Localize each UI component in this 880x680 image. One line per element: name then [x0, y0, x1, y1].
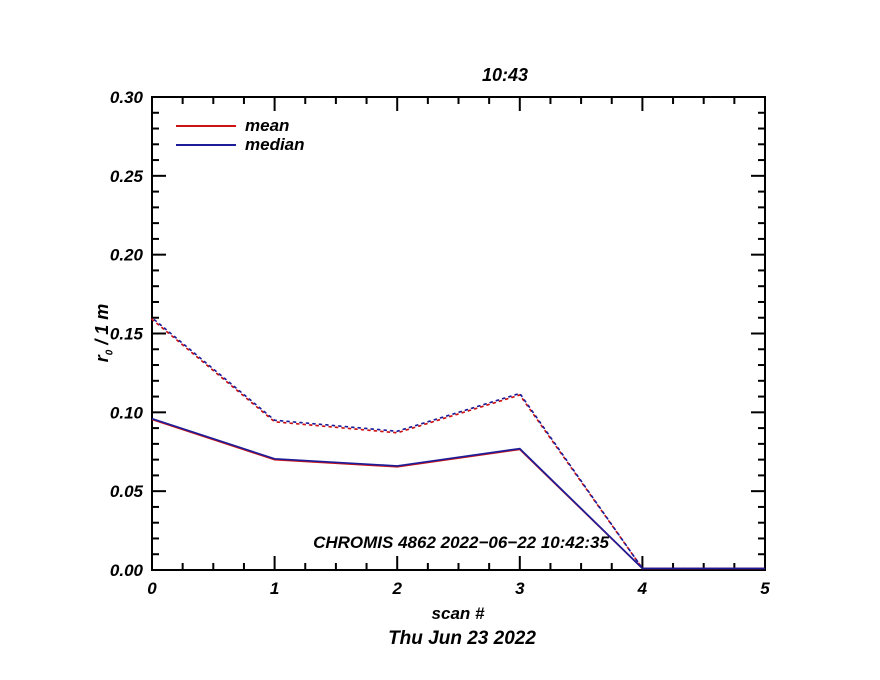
axis-tick-labels: 0 1 2 3 4 5 0.00 0.05 0.10 0.15 0.20 0.25 0.30 [110, 88, 770, 598]
series-mean-dotted [151, 318, 766, 570]
y-tick-label: 0.00 [110, 561, 144, 580]
axis-ticks [151, 96, 766, 571]
x-tick-label: 0 [147, 579, 157, 598]
x-tick-label: 3 [515, 579, 525, 598]
legend-item-mean: mean [176, 116, 305, 135]
series-median-dotted [151, 316, 766, 570]
x-tick-label: 5 [760, 579, 770, 598]
y-axis-label-rest: / 1 m [91, 303, 112, 350]
legend-line-mean [176, 124, 236, 127]
plot-frame [151, 96, 766, 571]
y-tick-label: 0.30 [110, 88, 144, 107]
chart-title: 10:43 [481, 65, 529, 85]
dataset-annotation: CHROMIS 4862 2022−06−22 10:42:35 [313, 533, 609, 552]
x-axis-label: scan # [431, 604, 485, 623]
x-tick-label: 2 [391, 579, 402, 598]
y-tick-label: 0.10 [110, 403, 144, 422]
legend-label-median: median [245, 134, 305, 154]
y-tick-label: 0.25 [110, 167, 144, 186]
y-axis-label: r0 / 1 m [91, 303, 116, 363]
series-median [151, 417, 765, 570]
y-axis-label-base: r [91, 355, 112, 363]
x-tick-label: 4 [637, 579, 648, 598]
y-tick-label: 0.20 [110, 246, 144, 265]
legend: mean median [176, 116, 305, 154]
legend-label-mean: mean [245, 115, 290, 135]
legend-line-median [176, 143, 236, 146]
y-tick-label: 0.15 [110, 325, 144, 344]
y-axis-label-sub: 0 [104, 349, 116, 356]
legend-item-median: median [176, 135, 305, 154]
date-label: Thu Jun 23 2022 [388, 628, 536, 649]
y-tick-label: 0.05 [110, 482, 144, 501]
x-tick-label: 1 [270, 579, 279, 598]
